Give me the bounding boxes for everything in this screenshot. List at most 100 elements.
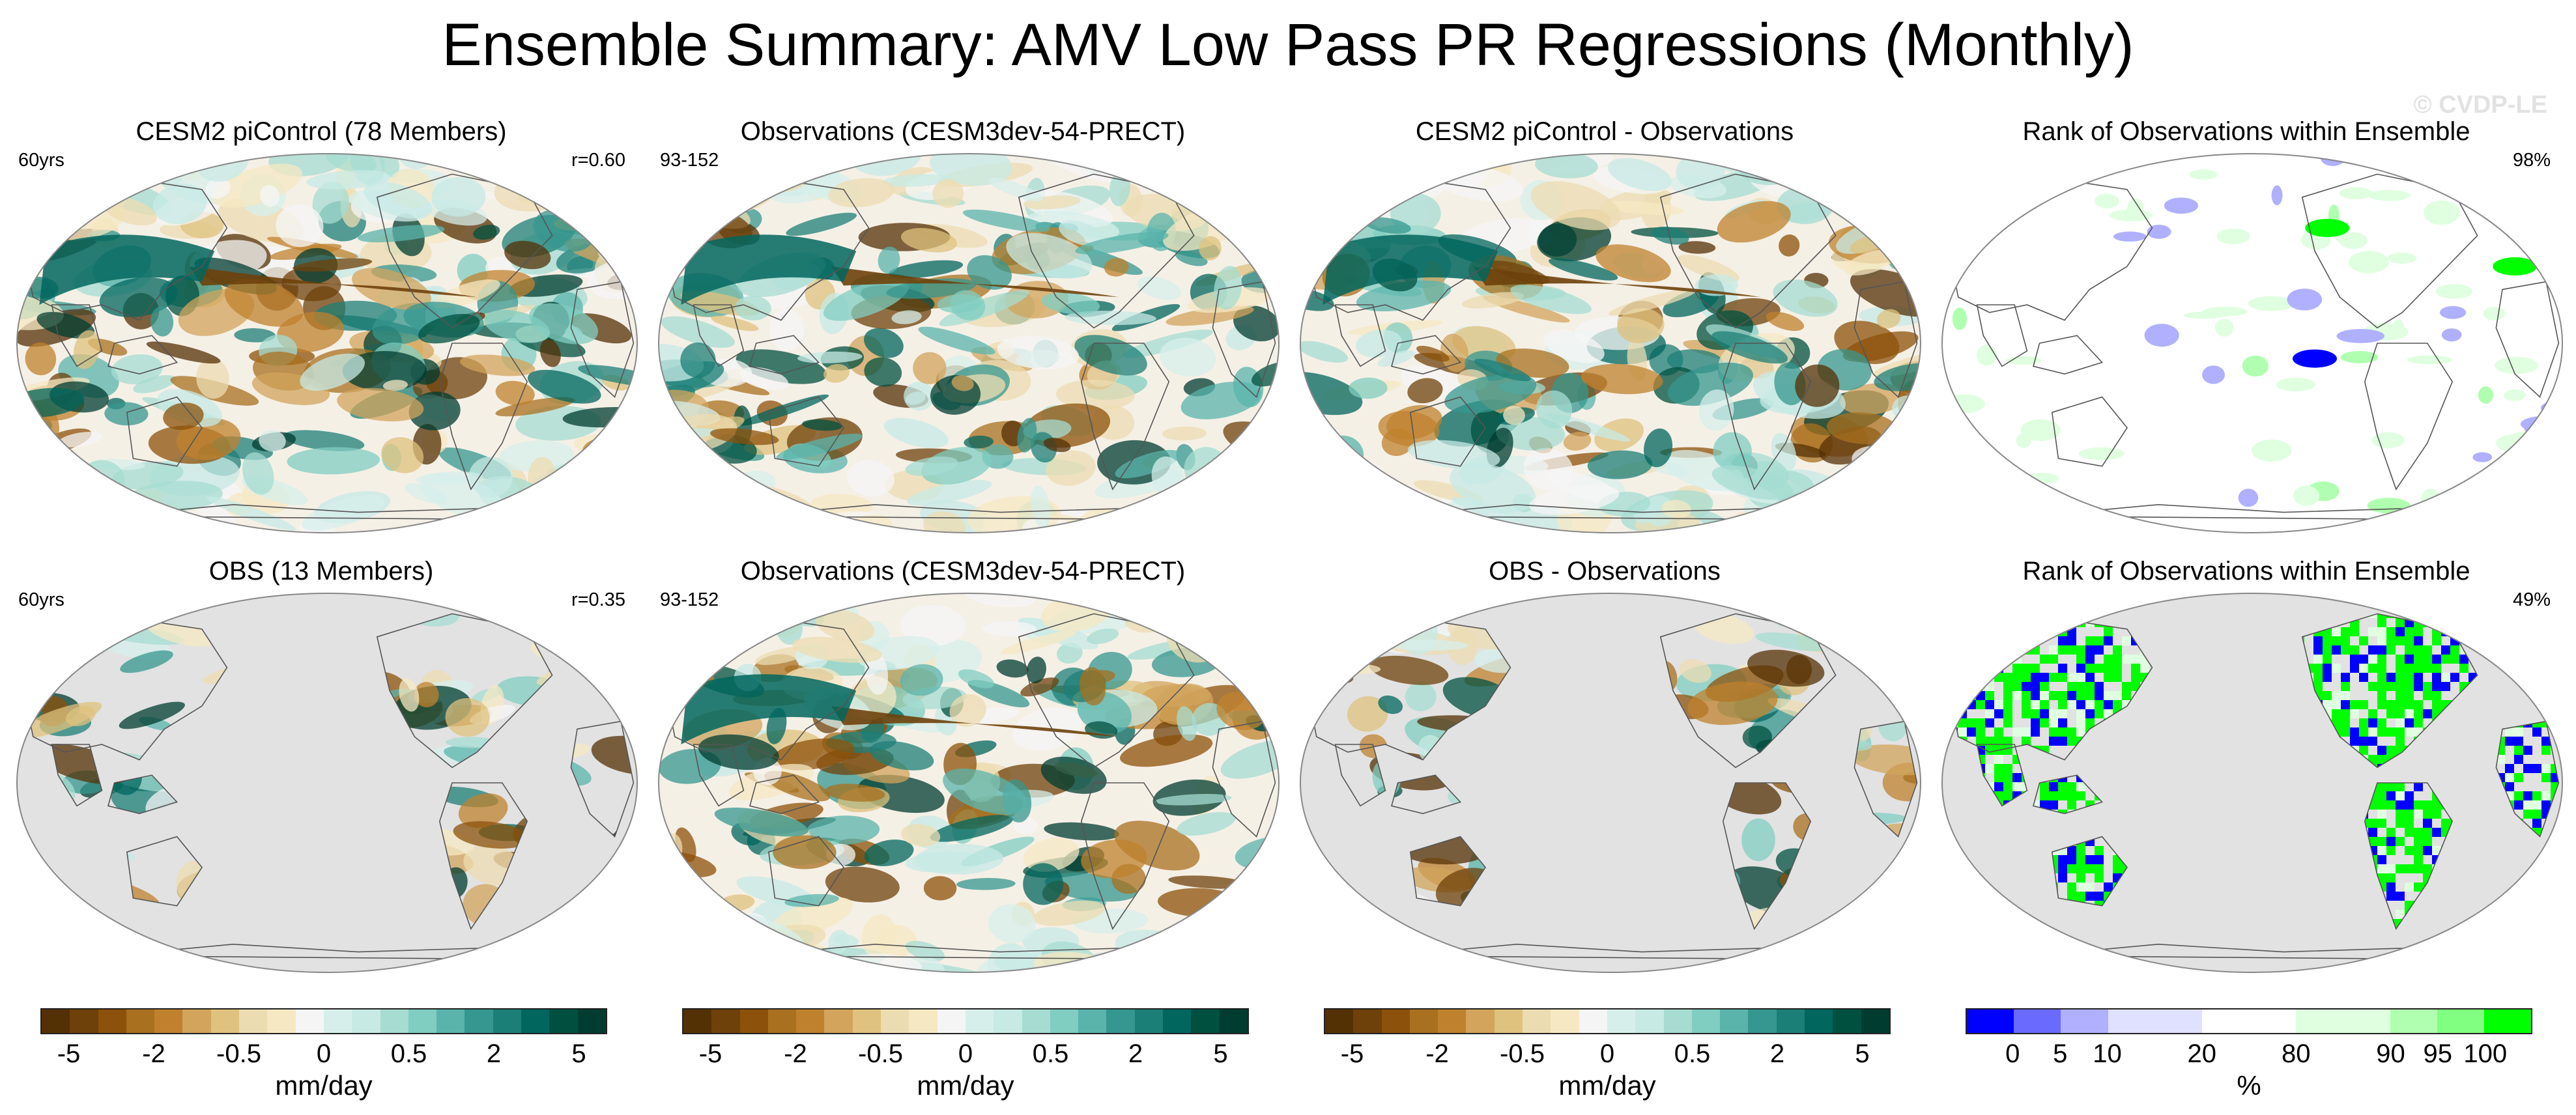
colorbar-swatch [1409, 1009, 1438, 1033]
colorbar-swatch [2154, 1009, 2202, 1033]
colorbar: -5 -2 -0.5 0 0.5 2 5 mm/day [40, 1008, 607, 1101]
colorbar-swatch [577, 1009, 606, 1033]
colorbar-swatch [994, 1009, 1022, 1033]
map-panel-3 [1300, 153, 1921, 533]
figure-title: Ensemble Summary: AMV Low Pass PR Regres… [442, 12, 2134, 78]
colorbar-swatch [1776, 1009, 1805, 1033]
colorbar-swatch [965, 1009, 994, 1033]
panel-title: Rank of Observations within Ensemble [2022, 117, 2470, 146]
colorbar-swatch [210, 1009, 240, 1033]
colorbar-swatch [852, 1009, 881, 1033]
panel-stat-label: r=0.35 [571, 589, 625, 610]
colorbar-swatches [682, 1008, 1249, 1034]
colorbar-swatch [521, 1009, 550, 1033]
colorbar-swatch [2390, 1009, 2437, 1033]
colorbar: 0 5 10 20 80 90 95 100% [1966, 1008, 2532, 1101]
map-panel-8 [1941, 593, 2563, 973]
colorbar-swatch [2201, 1009, 2250, 1033]
colorbar-tick-label: -0.5 [1500, 1039, 1545, 1068]
colorbar-swatch [2014, 1009, 2061, 1033]
colorbar-swatch [2296, 1009, 2343, 1033]
colorbar-tick-label: 100 [2463, 1039, 2508, 1068]
panel-stat-label: r=0.60 [571, 150, 625, 171]
panel-title: Observations (CESM3dev-54-PRECT) [740, 117, 1186, 146]
colorbar-swatch [1579, 1009, 1607, 1033]
colorbar-tick-label: 0.5 [390, 1039, 427, 1068]
colorbar-swatch [2437, 1009, 2484, 1033]
colorbar-swatches [40, 1008, 607, 1034]
colorbar-swatch [2108, 1009, 2155, 1033]
colorbar-swatch [1833, 1009, 1861, 1033]
colorbar-units-label: % [2237, 1070, 2261, 1101]
colorbar-swatch [154, 1009, 183, 1033]
colorbar-swatch [1748, 1009, 1777, 1033]
colorbar-swatch [739, 1009, 768, 1033]
colorbar-swatch [42, 1009, 70, 1033]
map-panel: Rank of Observations within Ensemble 49% [1930, 557, 2563, 1000]
colorbar-tick-label: 0 [2005, 1039, 2020, 1068]
colorbar-tick-label: -5 [698, 1039, 723, 1068]
map-panel: Rank of Observations within Ensemble 98% [1930, 117, 2563, 560]
colorbar-tick-label: 0.5 [1674, 1039, 1711, 1068]
colorbar-swatch [1022, 1009, 1050, 1033]
panel-title: OBS (13 Members) [208, 557, 434, 586]
colorbar-swatch [1106, 1009, 1135, 1033]
colorbar-tick-label: -2 [784, 1039, 807, 1068]
colorbar-swatch [2483, 1009, 2532, 1033]
colorbar-swatch [1607, 1009, 1636, 1033]
colorbar-swatch [549, 1009, 578, 1033]
colorbar-tick-label: 95 [2423, 1039, 2452, 1068]
watermark: © CVDP-LE [2413, 91, 2547, 119]
colorbar-tick-label: 2 [1769, 1039, 1785, 1068]
map-panel: Observations (CESM3dev-54-PRECT) 93-152 [647, 557, 1280, 1000]
colorbar-tick-label: 90 [2376, 1039, 2405, 1068]
colorbar-tick-label: 20 [2187, 1039, 2217, 1068]
colorbar-tick-label: -5 [57, 1039, 81, 1068]
colorbar-swatch [2343, 1009, 2390, 1033]
colorbar-swatch [70, 1009, 98, 1033]
colorbar-tick-label: 5 [2053, 1039, 2068, 1068]
colorbar-swatch [1078, 1009, 1107, 1033]
colorbar-swatch [711, 1009, 740, 1033]
colorbar-swatch [408, 1009, 437, 1033]
map-panel-1 [16, 153, 638, 533]
colorbar-tick-label: -5 [1340, 1039, 1364, 1068]
colorbar-swatch [1635, 1009, 1664, 1033]
colorbar-swatch [1050, 1009, 1079, 1033]
colorbar-tick-label: 2 [486, 1039, 502, 1068]
colorbar-swatch [1219, 1009, 1248, 1033]
map-panel-7 [1300, 593, 1921, 973]
colorbar-tick-label: -2 [1425, 1039, 1449, 1068]
colorbar-swatch [182, 1009, 211, 1033]
colorbar-swatch [436, 1009, 465, 1033]
colorbar-tick-label: 0 [1599, 1039, 1615, 1068]
colorbar-swatch [937, 1009, 966, 1033]
colorbar-swatch [98, 1009, 126, 1033]
colorbar-tick-label: -2 [142, 1039, 165, 1068]
colorbar-swatch [465, 1009, 493, 1033]
colorbar-swatch [1551, 1009, 1579, 1033]
colorbar-swatch [909, 1009, 937, 1033]
panel-stat-label: 49% [2512, 589, 2551, 610]
colorbar-swatch [2249, 1009, 2297, 1033]
colorbar-swatch [1353, 1009, 1382, 1033]
colorbar-swatch [1691, 1009, 1721, 1033]
colorbar-swatch [126, 1009, 155, 1033]
panel-period-label: 93-152 [660, 589, 719, 610]
colorbar-swatch [323, 1009, 352, 1033]
colorbar-swatch [683, 1009, 712, 1033]
panel-title: CESM2 piControl (78 Members) [136, 117, 507, 146]
colorbar-swatch [1720, 1009, 1749, 1033]
colorbar-swatch [824, 1009, 853, 1033]
colorbar-swatch [1967, 1009, 2014, 1033]
map-panel: OBS (13 Members) 60yrs r=0.35 [5, 557, 638, 1000]
colorbar-tick-label: -0.5 [858, 1039, 903, 1068]
colorbar-tick-label: 10 [2093, 1039, 2122, 1068]
panel-stat-label: 98% [2512, 150, 2551, 171]
map-panel-2 [658, 153, 1280, 533]
colorbar-tick-label: 0 [316, 1039, 332, 1068]
colorbar-tick-label: 5 [571, 1039, 586, 1068]
colorbar-tick-label: -0.5 [216, 1039, 261, 1068]
colorbar-units-label: mm/day [275, 1070, 373, 1101]
map-panel-6 [658, 593, 1280, 973]
